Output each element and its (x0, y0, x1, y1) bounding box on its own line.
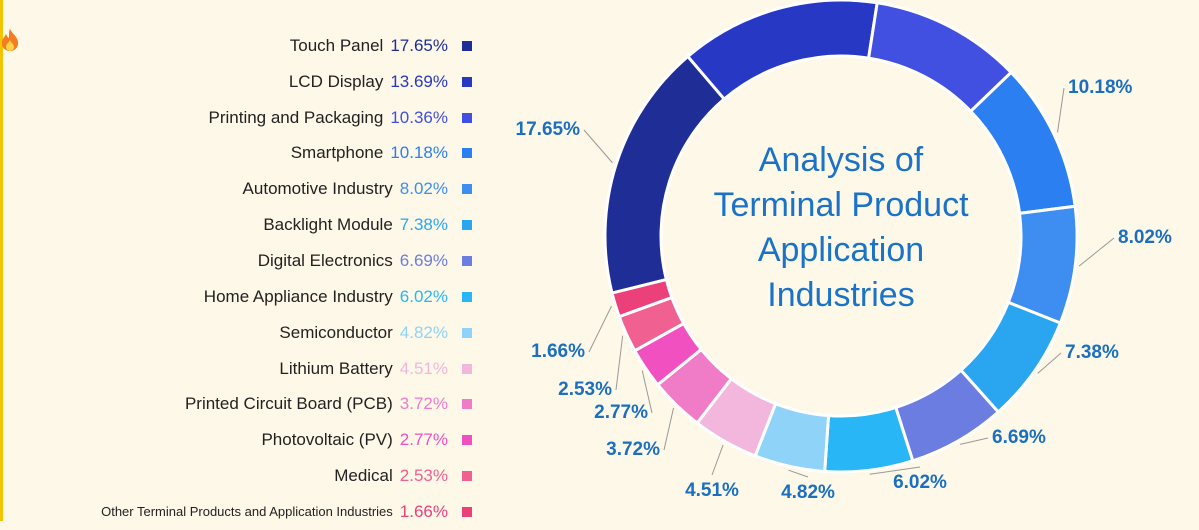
legend-value: 6.02% (399, 286, 448, 306)
data-label: 7.38% (1065, 342, 1119, 363)
legend-label: Lithium Battery (279, 358, 393, 378)
legend-swatch (462, 327, 472, 338)
legend-item: Smartphone 10.18% (0, 136, 472, 172)
legend-swatch (462, 184, 472, 195)
legend-swatch (462, 76, 472, 87)
legend-value: 8.02% (399, 179, 448, 199)
legend-swatch (462, 40, 472, 51)
leader-line (641, 370, 653, 414)
leader-line (711, 444, 724, 476)
legend-value: 2.53% (399, 466, 448, 486)
data-label: 3.72% (606, 439, 660, 460)
legend-swatch (462, 471, 472, 482)
legend-swatch (462, 363, 472, 374)
legend-value: 10.36% (390, 107, 448, 127)
leader-line (1057, 87, 1065, 133)
leader-line (1037, 352, 1062, 374)
leader-line (663, 407, 675, 451)
flame-icon (2, 29, 18, 51)
legend-swatch (462, 399, 472, 410)
legend-label: Medical (334, 466, 393, 486)
legend-item: Automotive Industry 8.02% (0, 171, 472, 207)
data-label: 8.02% (1118, 227, 1172, 248)
chart-title: Analysis of Terminal Product Application… (713, 141, 969, 314)
donut-segment (610, 277, 674, 319)
legend-label: Home Appliance Industry (203, 286, 393, 306)
legend-swatch (462, 291, 472, 302)
legend-item: Semiconductor 4.82% (0, 315, 472, 351)
legend-value: 4.82% (399, 322, 448, 342)
legend-item: Backlight Module 7.38% (0, 207, 472, 243)
data-label: 6.69% (992, 427, 1046, 448)
data-label: 6.02% (893, 472, 947, 493)
data-label: 4.51% (685, 480, 739, 501)
legend-swatch (462, 148, 472, 159)
legend-label: Semiconductor (279, 322, 393, 342)
legend-item: Printed Circuit Board (PCB) 3.72% (0, 386, 472, 422)
legend-value: 17.65% (390, 35, 448, 55)
legend-value: 1.66% (399, 501, 448, 521)
leader-line (583, 129, 613, 164)
data-label: 1.66% (531, 341, 585, 362)
donut-segment (823, 405, 915, 474)
legend-value: 3.72% (399, 394, 448, 414)
leader-line (588, 305, 612, 353)
data-label: 4.82% (781, 482, 835, 503)
legend-value: 7.38% (399, 215, 448, 235)
data-label: 2.77% (594, 402, 648, 423)
legend-label: Printed Circuit Board (PCB) (184, 394, 393, 414)
legend-label: Photovoltaic (PV) (261, 430, 393, 450)
legend-swatch (462, 255, 472, 266)
donut-hole (661, 56, 1021, 416)
legend-value: 13.69% (390, 71, 448, 91)
leader-line (788, 469, 809, 478)
legend-swatch (462, 435, 472, 446)
data-label: 2.53% (558, 379, 612, 400)
leader-line (959, 437, 989, 445)
legend-value: 6.69% (399, 250, 448, 270)
legend-value: 10.18% (390, 143, 448, 163)
data-label: 17.65% (516, 119, 581, 140)
data-label: 10.18% (1068, 77, 1133, 98)
flame-inner (6, 40, 14, 51)
leader-line (1078, 237, 1115, 267)
legend-value: 2.77% (399, 430, 448, 450)
legend-item: Other Terminal Products and Application … (0, 494, 472, 530)
legend-swatch (462, 220, 472, 231)
legend-label: Printing and Packaging (208, 107, 384, 127)
legend-swatch (462, 112, 472, 123)
legend-item: Printing and Packaging 10.36% (0, 29, 472, 136)
legend-swatch (462, 506, 472, 517)
legend-label: LCD Display (288, 71, 384, 91)
legend-label: Smartphone (290, 143, 384, 163)
legend-item: Medical 2.53% (0, 458, 472, 494)
legend-item: Digital Electronics 6.69% (0, 243, 472, 279)
legend-label: Touch Panel (289, 35, 384, 55)
legend-item: Home Appliance Industry 6.02% (0, 279, 472, 315)
legend-value: 4.51% (399, 358, 448, 378)
legend-label: Digital Electronics (257, 250, 393, 270)
legend-item: Photovoltaic (PV) 2.77% (0, 422, 472, 458)
legend: Touch Panel 17.65% LCD Display 13.69% Printi… (0, 28, 472, 530)
legend-item: Lithium Battery 4.51% (0, 351, 472, 387)
legend-label: Automotive Industry (242, 179, 393, 199)
leader-line (615, 335, 624, 391)
leader-line (869, 466, 921, 475)
legend-item: Touch Panel 17.65% (0, 28, 472, 64)
legend-label: Other Terminal Products and Application … (101, 504, 393, 520)
legend-item: LCD Display 13.69% (0, 29, 472, 100)
edge-bar (0, 0, 3, 521)
legend-label: Backlight Module (263, 215, 393, 235)
